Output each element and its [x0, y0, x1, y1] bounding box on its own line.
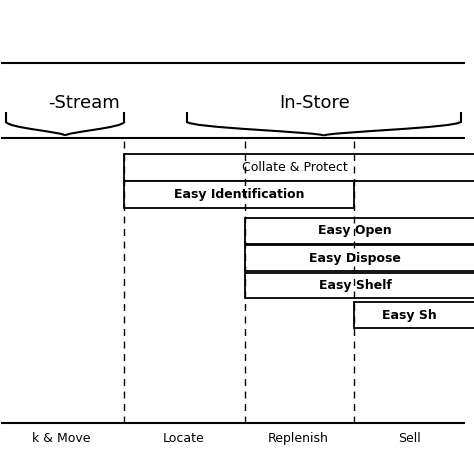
Text: Replenish: Replenish — [268, 432, 328, 445]
FancyBboxPatch shape — [124, 154, 474, 181]
Text: Sell: Sell — [398, 432, 421, 445]
Text: In-Store: In-Store — [280, 94, 350, 112]
Text: k & Move: k & Move — [32, 432, 91, 445]
Text: Locate: Locate — [163, 432, 205, 445]
Text: Easy Open: Easy Open — [318, 224, 392, 237]
FancyBboxPatch shape — [354, 302, 474, 328]
FancyBboxPatch shape — [245, 245, 474, 271]
Text: Easy Identification: Easy Identification — [174, 188, 304, 201]
Text: -Stream: -Stream — [48, 94, 119, 112]
FancyBboxPatch shape — [245, 218, 474, 244]
Text: Easy Sh: Easy Sh — [382, 309, 437, 322]
FancyBboxPatch shape — [124, 181, 354, 208]
Text: Easy Shelf: Easy Shelf — [319, 279, 392, 292]
FancyBboxPatch shape — [245, 273, 474, 299]
Text: Collate & Protect: Collate & Protect — [242, 161, 347, 174]
Text: Easy Dispose: Easy Dispose — [309, 252, 401, 264]
